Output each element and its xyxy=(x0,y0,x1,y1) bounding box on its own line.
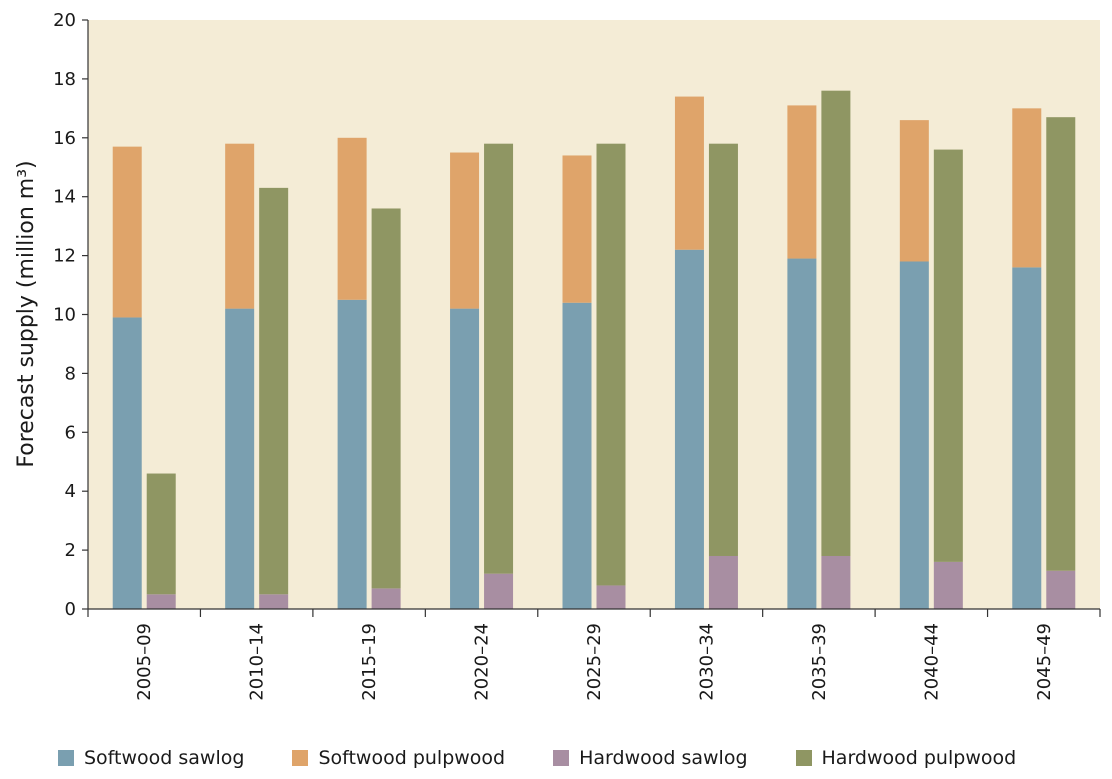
bar-softwood-pulpwood xyxy=(1012,108,1042,268)
bar-softwood-sawlog xyxy=(112,317,142,609)
legend-swatch xyxy=(292,750,309,766)
x-tick-label: 2030–34 xyxy=(696,623,717,701)
bar-softwood-sawlog xyxy=(1012,267,1042,609)
bar-hardwood-pulpwood xyxy=(484,143,514,574)
y-tick-label: 8 xyxy=(65,363,76,384)
bar-hardwood-pulpwood xyxy=(821,90,851,556)
y-axis-title: Forecast supply (million m³) xyxy=(14,160,39,467)
bar-softwood-pulpwood xyxy=(899,120,929,262)
y-tick-label: 10 xyxy=(53,305,76,326)
y-tick-label: 16 xyxy=(53,128,76,149)
x-tick-label: 2020–24 xyxy=(472,623,493,701)
bar-softwood-sawlog xyxy=(337,299,367,609)
bar-hardwood-sawlog xyxy=(596,585,626,609)
bar-hardwood-pulpwood xyxy=(1046,117,1076,571)
legend: Softwood sawlog Softwood pulpwood Hardwo… xyxy=(58,738,1112,778)
y-tick-label: 4 xyxy=(65,481,76,502)
x-tick-label: 2025–29 xyxy=(584,623,605,701)
bar-hardwood-sawlog xyxy=(933,561,963,609)
bar-hardwood-sawlog xyxy=(371,588,401,609)
legend-item-hardwood-sawlog: Hardwood sawlog xyxy=(553,747,748,769)
x-tick-label: 2040–44 xyxy=(921,623,942,701)
bar-hardwood-pulpwood xyxy=(371,208,401,589)
bar-softwood-sawlog xyxy=(899,261,929,609)
y-tick-label: 0 xyxy=(65,599,76,620)
y-tick-label: 18 xyxy=(53,69,76,90)
bar-hardwood-sawlog xyxy=(484,573,514,609)
legend-item-softwood-pulpwood: Softwood pulpwood xyxy=(292,747,505,769)
legend-item-softwood-sawlog: Softwood sawlog xyxy=(58,747,244,769)
bar-hardwood-sawlog xyxy=(259,594,289,609)
x-tick-label: 2005–09 xyxy=(134,623,155,701)
legend-label: Hardwood pulpwood xyxy=(821,747,1017,769)
y-tick-label: 20 xyxy=(53,10,76,31)
bar-hardwood-sawlog xyxy=(1046,570,1076,609)
bar-hardwood-pulpwood xyxy=(933,149,963,562)
plot-background xyxy=(88,20,1100,609)
plot-area xyxy=(88,20,1100,609)
bar-hardwood-sawlog xyxy=(146,594,176,609)
y-tick-label: 12 xyxy=(53,246,76,267)
bar-softwood-sawlog xyxy=(674,249,704,609)
bar-hardwood-pulpwood xyxy=(146,473,176,595)
bar-softwood-pulpwood xyxy=(450,152,480,309)
bar-hardwood-pulpwood xyxy=(596,143,626,586)
x-tick-labels: 2005–09 2010–14 2015–19 2020–24 2025–29 2030–… xyxy=(87,609,1101,701)
x-tick-label: 2045–49 xyxy=(1034,623,1055,701)
legend-item-hardwood-pulpwood: Hardwood pulpwood xyxy=(795,747,1017,769)
legend-swatch xyxy=(58,750,74,766)
bar-softwood-sawlog xyxy=(450,308,480,609)
bar-softwood-pulpwood xyxy=(787,105,817,259)
x-tick-label: 2010–14 xyxy=(247,623,268,701)
legend-label: Softwood sawlog xyxy=(84,747,245,769)
y-tick-label: 6 xyxy=(65,422,76,443)
bar-softwood-sawlog xyxy=(225,308,255,609)
y-tick-label: 2 xyxy=(65,540,76,561)
bar-hardwood-pulpwood xyxy=(259,187,289,595)
bar-softwood-sawlog xyxy=(787,258,817,609)
bar-softwood-pulpwood xyxy=(337,137,367,300)
legend-label: Hardwood sawlog xyxy=(579,747,748,769)
x-tick-label: 2015–19 xyxy=(359,623,380,701)
bar-softwood-pulpwood xyxy=(112,146,142,318)
bar-softwood-pulpwood xyxy=(674,96,704,250)
y-tick-labels: 0 2 4 6 8 10 12 14 16 18 20 xyxy=(53,10,88,620)
legend-swatch xyxy=(795,750,812,766)
bar-softwood-sawlog xyxy=(562,302,592,609)
bars xyxy=(112,90,1076,609)
bar-softwood-pulpwood xyxy=(562,155,592,303)
legend-label: Softwood pulpwood xyxy=(318,747,506,769)
bar-hardwood-sawlog xyxy=(708,555,738,609)
bar-hardwood-sawlog xyxy=(821,555,851,609)
bar-hardwood-pulpwood xyxy=(708,143,738,556)
legend-swatch xyxy=(553,750,570,766)
y-tick-label: 14 xyxy=(53,187,76,208)
x-tick-label: 2035–39 xyxy=(809,623,830,701)
bar-softwood-pulpwood xyxy=(225,143,255,309)
